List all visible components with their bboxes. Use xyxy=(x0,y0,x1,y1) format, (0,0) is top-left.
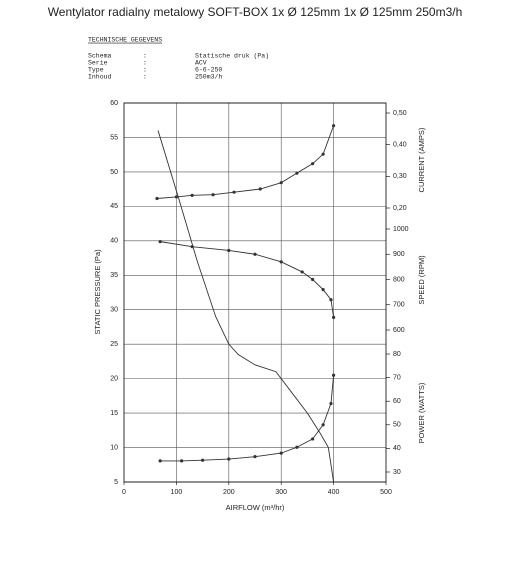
data-point xyxy=(332,315,336,319)
y-tick-label: 40 xyxy=(110,238,118,245)
data-point xyxy=(329,298,333,302)
y-tick-label: 20 xyxy=(110,375,118,382)
data-point xyxy=(227,248,231,253)
y-tick-label: 45 xyxy=(110,203,118,210)
right-tick-label: 800 xyxy=(393,276,405,283)
data-point xyxy=(321,423,325,427)
plot-frame xyxy=(123,102,387,483)
y-tick-label: 15 xyxy=(110,410,118,417)
data-point xyxy=(311,162,315,166)
data-point xyxy=(158,459,162,463)
x-tick-label: 100 xyxy=(171,489,183,496)
series-line xyxy=(160,375,335,462)
header-cell: ACV xyxy=(195,60,207,67)
header-cell: : xyxy=(143,67,147,74)
y-tick-label: 55 xyxy=(110,134,118,141)
y-tick-label: 10 xyxy=(110,444,118,451)
header-cell: : xyxy=(143,74,147,81)
series-line xyxy=(157,130,335,483)
header-cell: Inhoud xyxy=(88,74,112,81)
data-point xyxy=(201,458,205,462)
right-tick-label: 700 xyxy=(393,302,405,309)
y-tick-label: 5 xyxy=(114,479,118,486)
y-tick-label: 60 xyxy=(110,100,118,107)
y-tick-label: 35 xyxy=(110,272,118,279)
header-cell: Statische druk (Pa) xyxy=(195,53,269,60)
data-point xyxy=(253,252,257,256)
right-tick-label: 0,40 xyxy=(393,142,407,149)
header-cell: : xyxy=(143,53,147,60)
x-tick-label: 0 xyxy=(122,489,126,496)
y-tick-label: 30 xyxy=(110,307,118,314)
data-point xyxy=(253,455,257,459)
right-tick-label: 0,50 xyxy=(393,110,407,117)
right-tick-label: 0,30 xyxy=(393,173,407,180)
right-tick-label: 0,20 xyxy=(393,205,407,212)
data-point xyxy=(332,124,336,128)
y-tick-label: 25 xyxy=(110,341,118,348)
data-point xyxy=(279,451,283,455)
right-tick-label: 1000 xyxy=(393,226,409,233)
data-point xyxy=(258,187,262,191)
right-tick-label: 50 xyxy=(393,422,401,429)
data-point xyxy=(332,373,336,377)
data-point xyxy=(279,181,283,185)
header-heading: TECHNISCHE GEGEVENS xyxy=(88,37,162,44)
data-point xyxy=(295,171,299,175)
data-point xyxy=(174,195,178,199)
header-cell: : xyxy=(143,60,147,67)
x-tick-label: 500 xyxy=(380,489,392,496)
data-point xyxy=(155,196,159,201)
right-tick-label: 900 xyxy=(393,251,405,258)
data-point xyxy=(180,459,184,463)
x-axis-label: AIRFLOW (m³/hr) xyxy=(226,503,285,512)
data-point xyxy=(321,288,325,292)
right-axis-label: SPEED (RPM) xyxy=(417,255,426,305)
right-tick-label: 600 xyxy=(393,327,405,334)
data-point xyxy=(295,445,299,449)
data-point xyxy=(227,457,231,461)
data-point xyxy=(158,240,162,244)
y-axis-label: STATIC PRESSURE (Pa) xyxy=(93,249,102,335)
data-point xyxy=(300,270,304,274)
header-cell: Serie xyxy=(88,60,108,67)
right-tick-label: 80 xyxy=(393,351,401,358)
data-point xyxy=(329,401,333,406)
right-axis-label: POWER (WATTS) xyxy=(417,382,426,443)
x-tick-label: 300 xyxy=(275,489,287,496)
data-point xyxy=(211,193,215,197)
data-point xyxy=(311,437,315,441)
data-point xyxy=(311,277,315,282)
header-cell: 6-6-250 xyxy=(195,67,222,74)
right-axis-label: CURRENT (AMPS) xyxy=(417,127,426,192)
x-tick-label: 400 xyxy=(328,489,340,496)
right-tick-label: 60 xyxy=(393,398,401,405)
header-cell: 250m3/h xyxy=(195,74,222,81)
chart-title: Wentylator radialny metalowy SOFT-BOX 1x… xyxy=(48,5,463,19)
right-tick-label: 40 xyxy=(393,445,401,452)
data-point xyxy=(279,260,283,264)
data-point xyxy=(321,152,325,156)
y-tick-label: 50 xyxy=(110,169,118,176)
header-cell: Type xyxy=(88,67,104,74)
right-tick-label: 70 xyxy=(393,374,401,381)
x-tick-label: 200 xyxy=(223,489,235,496)
data-point xyxy=(190,245,194,249)
right-tick-label: 30 xyxy=(393,469,401,476)
series-line xyxy=(160,241,335,318)
series-line xyxy=(156,125,335,199)
header-cell: Schema xyxy=(88,53,112,60)
data-point xyxy=(190,193,194,197)
data-point xyxy=(232,190,236,194)
